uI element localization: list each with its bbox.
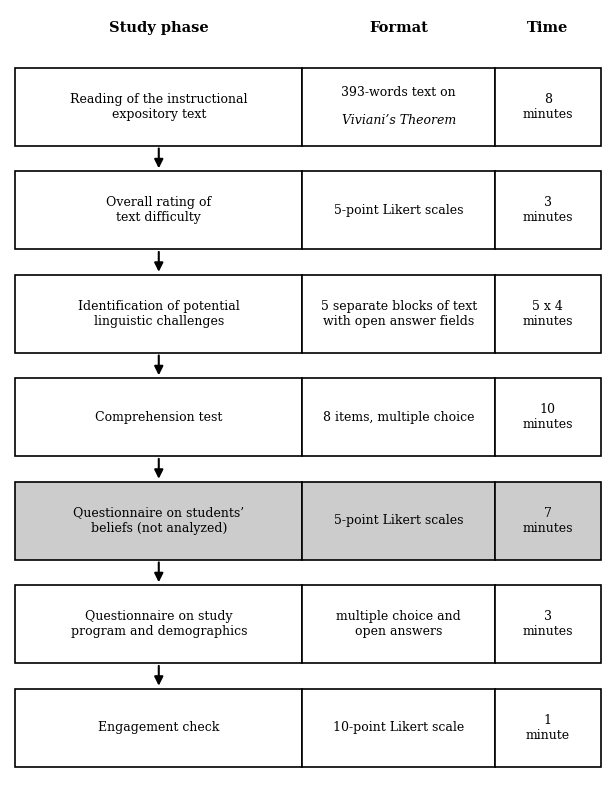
Text: Identification of potential
linguistic challenges: Identification of potential linguistic c… (78, 299, 240, 328)
Bar (302, 378, 495, 456)
Text: Reading of the instructional
expository text: Reading of the instructional expository … (70, 92, 248, 121)
Bar (15, 275, 302, 353)
Bar (15, 482, 302, 560)
Bar (15, 378, 302, 456)
Text: 10
minutes: 10 minutes (523, 403, 573, 431)
Bar (495, 68, 601, 146)
Text: 1
minute: 1 minute (526, 713, 570, 742)
Text: 10-point Likert scale: 10-point Likert scale (333, 721, 464, 734)
Text: 5-point Likert scales: 5-point Likert scales (334, 204, 463, 217)
Text: multiple choice and
open answers: multiple choice and open answers (336, 610, 461, 638)
Text: 3
minutes: 3 minutes (523, 610, 573, 638)
Bar (302, 68, 495, 146)
Text: Viviani’s Theorem: Viviani’s Theorem (342, 115, 456, 127)
Text: Engagement check: Engagement check (98, 721, 219, 734)
Text: Comprehension test: Comprehension test (95, 411, 222, 423)
Bar (302, 171, 495, 249)
Bar (495, 689, 601, 767)
Bar (15, 689, 302, 767)
Bar (302, 689, 495, 767)
Bar (495, 378, 601, 456)
Bar (15, 585, 302, 663)
Bar (495, 585, 601, 663)
Text: Format: Format (369, 21, 428, 35)
Text: Overall rating of
text difficulty: Overall rating of text difficulty (106, 196, 211, 224)
Bar (495, 171, 601, 249)
Text: 5 separate blocks of text
with open answer fields: 5 separate blocks of text with open answ… (320, 299, 477, 328)
Text: Study phase: Study phase (109, 21, 209, 35)
Text: Questionnaire on students’
beliefs (not analyzed): Questionnaire on students’ beliefs (not … (73, 506, 245, 535)
Bar (302, 482, 495, 560)
Bar (495, 482, 601, 560)
Bar (15, 68, 302, 146)
Bar (495, 275, 601, 353)
Text: 5-point Likert scales: 5-point Likert scales (334, 514, 463, 527)
Text: 393-words text on: 393-words text on (341, 86, 456, 99)
Bar (15, 171, 302, 249)
Text: 8
minutes: 8 minutes (523, 92, 573, 121)
Text: 7
minutes: 7 minutes (523, 506, 573, 535)
Text: 8 items, multiple choice: 8 items, multiple choice (323, 411, 474, 423)
Bar (302, 585, 495, 663)
Text: 3
minutes: 3 minutes (523, 196, 573, 224)
Text: Questionnaire on study
program and demographics: Questionnaire on study program and demog… (70, 610, 247, 638)
Text: Time: Time (527, 21, 569, 35)
Text: 5 x 4
minutes: 5 x 4 minutes (523, 299, 573, 328)
Bar (302, 275, 495, 353)
